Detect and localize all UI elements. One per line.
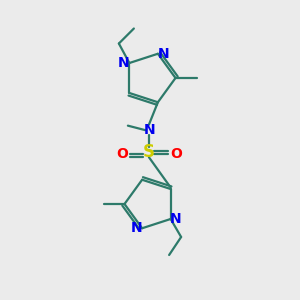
Text: N: N <box>144 123 155 137</box>
Text: O: O <box>116 147 128 160</box>
Text: S: S <box>143 143 155 161</box>
Text: N: N <box>158 47 169 61</box>
Text: N: N <box>118 56 130 70</box>
Text: O: O <box>170 147 182 160</box>
Text: N: N <box>170 212 182 226</box>
Text: N: N <box>131 221 142 235</box>
